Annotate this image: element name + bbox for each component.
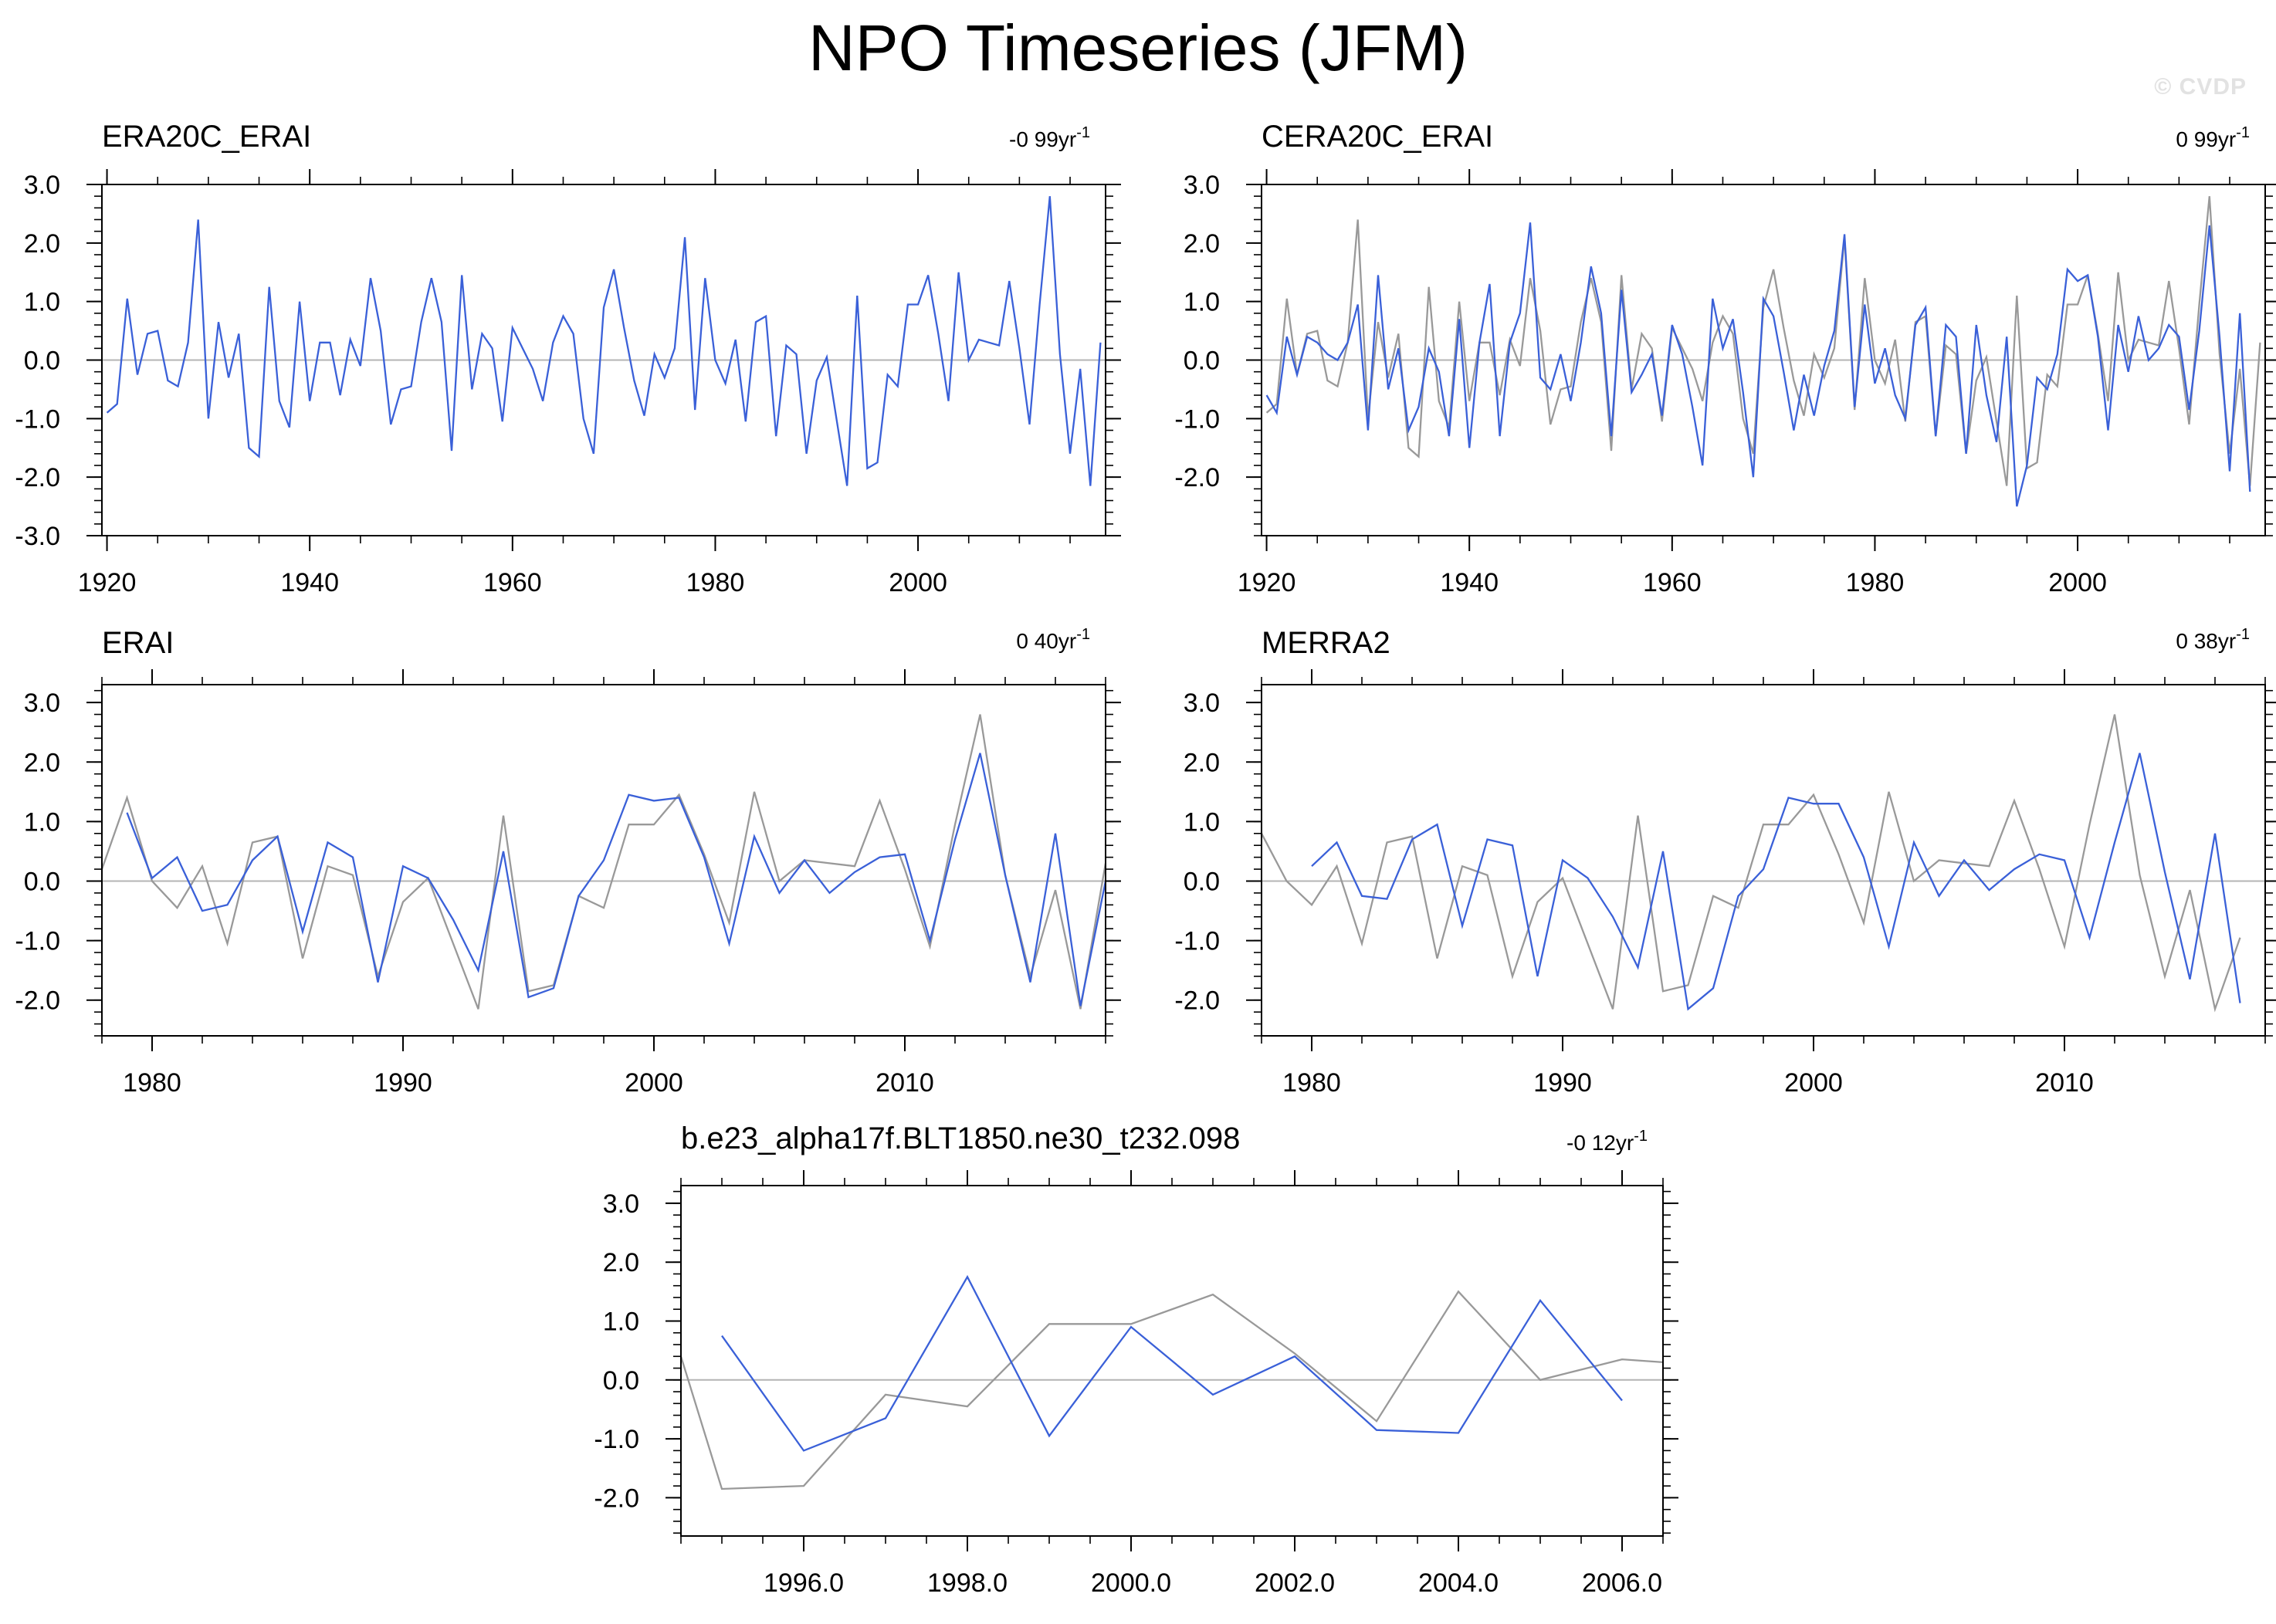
y-tick-label: 0.0 (1184, 347, 1220, 376)
x-tick-label: 1940 (1440, 568, 1499, 597)
cvdp-watermark: © CVDP (2154, 74, 2247, 100)
trend-label-superscript: -1 (1634, 1128, 1648, 1145)
chart-title: ERA20C_ERAI (102, 120, 311, 154)
y-tick-label: 0.0 (24, 867, 60, 896)
y-tick-label: -2.0 (15, 463, 60, 492)
chart-title: CERA20C_ERAI (1262, 120, 1493, 154)
y-tick-label: -2.0 (594, 1484, 639, 1513)
y-tick-label: 3.0 (24, 171, 60, 200)
trend-label: -0 12yr-1 (1566, 1128, 1648, 1155)
y-tick-label: 2.0 (24, 748, 60, 777)
y-tick-label: 2.0 (1184, 229, 1220, 259)
x-tick-label: 2000 (1784, 1068, 1843, 1098)
y-tick-label: 3.0 (1184, 171, 1220, 200)
y-tick-label: -1.0 (1174, 927, 1220, 956)
y-tick-label: 0.0 (603, 1366, 639, 1396)
y-tick-label: -1.0 (1174, 404, 1220, 434)
page-title: NPO Timeseries (JFM) (808, 12, 1468, 84)
y-tick-label: 1.0 (603, 1307, 639, 1336)
x-tick-label: 1960 (1643, 568, 1702, 597)
x-tick-label: 2010 (876, 1068, 934, 1098)
trend-label-superscript: -1 (1076, 124, 1090, 141)
x-tick-label: 2000 (2048, 568, 2107, 597)
y-tick-label: 2.0 (603, 1248, 639, 1277)
x-tick-label: 1920 (1238, 568, 1296, 597)
y-tick-label: 0.0 (1184, 867, 1220, 896)
x-tick-label: 1998.0 (927, 1568, 1008, 1598)
y-tick-label: 0.0 (24, 347, 60, 376)
x-tick-label: 1940 (280, 568, 339, 597)
x-tick-label: 2000.0 (1091, 1568, 1171, 1598)
y-tick-label: 3.0 (603, 1189, 639, 1219)
series-line-reference (1260, 714, 2241, 1013)
y-tick-label: 3.0 (1184, 689, 1220, 718)
trend-label-superscript: -1 (2236, 626, 2250, 643)
y-tick-label: 1.0 (1184, 288, 1220, 317)
chart-title: ERAI (102, 626, 174, 660)
y-tick-label: -2.0 (1174, 463, 1220, 492)
y-tick-label: -1.0 (594, 1425, 639, 1454)
y-tick-label: 2.0 (24, 229, 60, 259)
series-line-primary (1311, 753, 2241, 1011)
y-tick-label: -2.0 (1174, 986, 1220, 1016)
chart-title: MERRA2 (1262, 626, 1390, 660)
series-line-primary (126, 753, 1107, 1007)
y-tick-label: -2.0 (15, 986, 60, 1016)
y-tick-label: 1.0 (24, 288, 60, 317)
y-tick-label: 1.0 (1184, 807, 1220, 837)
series-line-reference (679, 1290, 1664, 1490)
chart-title: b.e23_alpha17f.BLT1850.ne30_t232.098 (681, 1122, 1240, 1155)
y-tick-label: 3.0 (24, 689, 60, 718)
trend-label-superscript: -1 (2236, 124, 2250, 141)
x-tick-label: 1980 (1282, 1068, 1341, 1098)
x-tick-label: 2010 (2035, 1068, 2094, 1098)
y-tick-label: -3.0 (15, 522, 60, 551)
x-tick-label: 2000 (625, 1068, 683, 1098)
x-tick-label: 1980 (1846, 568, 1905, 597)
trend-label: 0 99yr-1 (2176, 124, 2250, 151)
series-line-primary (721, 1274, 1623, 1452)
trend-label: 0 40yr-1 (1016, 626, 1090, 653)
series-line-primary (106, 196, 1102, 486)
y-tick-label: -1.0 (15, 927, 60, 956)
y-tick-label: 1.0 (24, 807, 60, 837)
x-tick-label: 1996.0 (764, 1568, 844, 1598)
x-tick-label: 1990 (1533, 1068, 1592, 1098)
x-tick-label: 1990 (374, 1068, 432, 1098)
trend-label-superscript: -1 (1076, 626, 1090, 643)
x-tick-label: 2000 (889, 568, 947, 597)
x-tick-label: 2004.0 (1418, 1568, 1499, 1598)
series-line-primary (1265, 222, 2251, 507)
x-tick-label: 1980 (686, 568, 745, 597)
x-tick-label: 1920 (78, 568, 137, 597)
x-tick-label: 1960 (483, 568, 542, 597)
y-tick-label: -1.0 (15, 404, 60, 434)
x-tick-label: 2006.0 (1582, 1568, 1662, 1598)
x-tick-label: 2002.0 (1255, 1568, 1335, 1598)
x-tick-label: 1980 (123, 1068, 181, 1098)
y-tick-label: 2.0 (1184, 748, 1220, 777)
